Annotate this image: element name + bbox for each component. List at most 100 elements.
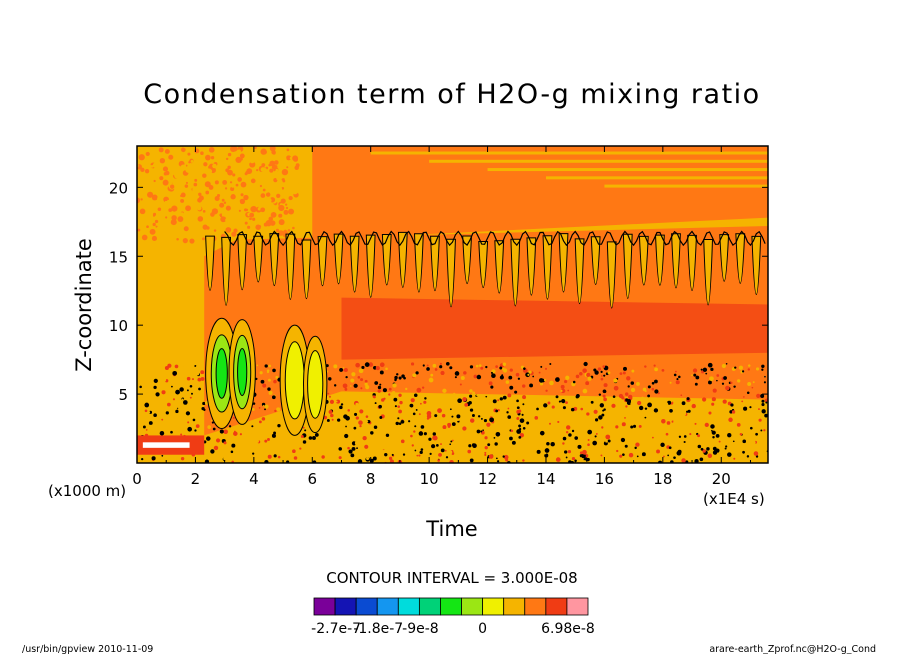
boundary-speck [669,408,673,413]
texture-speck [202,173,207,178]
boundary-speck [165,370,170,376]
boundary-speck [171,385,173,388]
texture-speck [241,213,245,218]
cloud-tower [510,238,521,307]
boundary-speck [516,399,519,403]
boundary-speck [619,372,623,376]
boundary-speck [428,395,433,400]
boundary-speck [666,421,671,425]
boundary-speck [207,425,212,429]
boundary-speck [579,454,583,458]
boundary-speck [293,456,298,460]
boundary-speck [469,394,473,398]
boundary-speck [437,421,442,426]
colorbar-label: 6.98e-8 [541,621,595,637]
boundary-speck [414,449,417,452]
texture-speck [265,220,272,227]
boundary-speck [200,376,205,381]
texture-speck [221,212,226,217]
boundary-speck [268,391,273,396]
boundary-speck [681,401,686,406]
boundary-speck [707,453,713,458]
boundary-speck [357,459,363,463]
boundary-speck [148,458,152,462]
boundary-speck [152,418,155,421]
boundary-speck [497,399,500,402]
boundary-speck [277,423,281,428]
texture-speck [237,149,241,154]
boundary-speck [395,407,398,411]
boundary-speck [405,420,408,423]
cloud-tower [655,234,665,286]
texture-speck [249,161,256,168]
boundary-speck [711,402,715,406]
texture-speck [247,229,252,235]
boundary-speck [358,420,363,425]
boundary-speck [489,417,495,423]
boundary-speck [657,392,660,395]
boundary-speck [635,442,640,447]
boundary-speck [195,371,200,376]
boundary-speck [447,425,451,428]
colorbar-label: -9e-8 [402,621,439,637]
boundary-speck [357,376,361,379]
boundary-speck [727,433,732,438]
texture-speck [235,224,240,228]
boundary-speck [337,418,340,421]
boundary-speck [469,365,474,369]
boundary-speck [509,368,513,372]
texture-speck [281,187,285,190]
boundary-speck [555,457,561,462]
boundary-speck [393,397,398,402]
boundary-speck [725,362,728,365]
boundary-speck [582,388,588,394]
boundary-speck [145,429,148,431]
boundary-speck [189,384,193,388]
texture-speck [140,167,145,173]
boundary-speck [232,416,235,419]
texture-speck [198,192,202,197]
boundary-speck [653,408,659,413]
boundary-speck [460,375,465,380]
boundary-speck [575,395,579,399]
boundary-speck [432,435,437,441]
boundary-speck [541,411,546,416]
boundary-speck [261,417,266,421]
texture-speck [216,215,221,219]
texture-speck [152,212,157,216]
texture-speck [168,154,174,160]
boundary-speck [560,388,566,394]
boundary-speck [562,436,567,441]
y-unit-label: (x1000 m) [48,482,126,500]
texture-speck [170,219,177,226]
texture-speck [273,178,278,183]
boundary-speck [615,457,620,461]
texture-speck [241,228,247,233]
texture-speck [175,229,180,234]
boundary-speck [405,387,408,391]
boundary-speck [420,402,422,405]
texture-speck [226,192,232,197]
boundary-speck [643,441,648,446]
texture-speck [177,154,183,160]
boundary-speck [580,407,584,411]
boundary-speck [638,424,642,428]
boundary-speck [595,432,598,435]
boundary-speck [468,444,472,448]
boundary-speck [377,385,382,390]
boundary-speck [394,378,397,381]
boundary-speck [694,382,698,386]
boundary-speck [171,456,177,462]
boundary-speck [469,389,473,393]
texture-speck [174,146,180,151]
texture-speck [271,204,275,208]
texture-speck [288,208,295,215]
texture-speck [189,218,193,223]
boundary-speck [333,394,337,397]
boundary-speck [495,431,501,437]
boundary-speck [764,375,766,378]
contour-fields [137,146,768,463]
texture-speck [138,154,145,161]
boundary-speck [453,417,457,422]
boundary-speck [722,399,727,404]
